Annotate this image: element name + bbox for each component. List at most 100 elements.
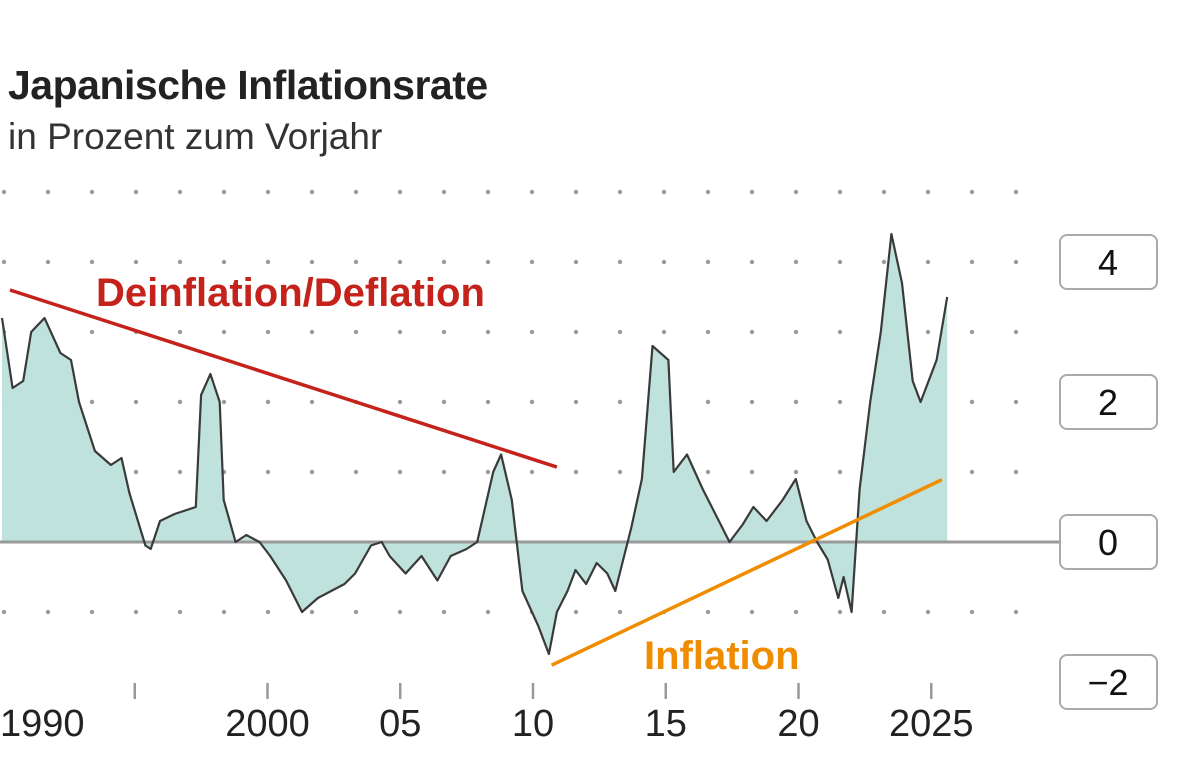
y-tick-label: −2 — [1087, 662, 1128, 703]
grid-dot — [353, 189, 359, 195]
y-tick-label: 0 — [1098, 522, 1118, 563]
grid-dot — [1, 259, 7, 265]
grid-dot — [177, 399, 183, 405]
x-tick-label: 15 — [645, 703, 687, 745]
grid-dot — [705, 609, 711, 615]
grid-dot — [573, 329, 579, 335]
grid-dot — [1013, 469, 1019, 475]
x-tick-label: 20 — [777, 703, 819, 745]
grid-dot — [793, 469, 799, 475]
grid-dot — [177, 469, 183, 475]
grid-dot — [749, 329, 755, 335]
grid-dot — [529, 469, 535, 475]
grid-dot — [485, 259, 491, 265]
grid-dot — [89, 609, 95, 615]
y-tick-box — [1059, 374, 1158, 430]
grid-dot — [221, 259, 227, 265]
grid-dot — [837, 329, 843, 335]
grid-dot — [485, 609, 491, 615]
grid-dot — [705, 189, 711, 195]
grid-dot — [749, 609, 755, 615]
grid-dot — [177, 259, 183, 265]
grid-dot — [1013, 189, 1019, 195]
grid-dot — [353, 469, 359, 475]
grid-dot — [617, 469, 623, 475]
grid-dot — [397, 609, 403, 615]
grid-dot — [353, 329, 359, 335]
grid-dot — [837, 469, 843, 475]
grid-dot — [221, 609, 227, 615]
grid-dot — [1013, 399, 1019, 405]
grid-dot — [221, 189, 227, 195]
grid-dot — [133, 469, 139, 475]
grid-dot — [485, 469, 491, 475]
x-tick-label: 10 — [512, 703, 554, 745]
grid-dot — [793, 189, 799, 195]
grid-dot — [573, 189, 579, 195]
grid-dot — [1, 189, 7, 195]
y-tick-label: 4 — [1098, 242, 1118, 283]
grid-dot — [265, 189, 271, 195]
x-axis: 1990 2000 05 10 15 20 2025 — [0, 683, 974, 745]
grid-dot — [485, 189, 491, 195]
grid-dot — [837, 189, 843, 195]
gridlines — [1, 189, 1019, 615]
grid-dot — [793, 329, 799, 335]
grid-dot — [177, 189, 183, 195]
y-tick-box — [1059, 234, 1158, 290]
grid-dot — [45, 259, 51, 265]
grid-dot — [45, 189, 51, 195]
grid-dot — [617, 399, 623, 405]
grid-dot — [617, 609, 623, 615]
grid-dot — [705, 399, 711, 405]
grid-dot — [529, 329, 535, 335]
grid-dot — [925, 189, 931, 195]
grid-dot — [705, 259, 711, 265]
grid-dot — [441, 609, 447, 615]
grid-dot — [705, 329, 711, 335]
grid-dot — [749, 399, 755, 405]
grid-dot — [1013, 609, 1019, 615]
grid-dot — [573, 259, 579, 265]
grid-dot — [221, 399, 227, 405]
grid-dot — [705, 469, 711, 475]
y-tick-box — [1059, 654, 1158, 710]
y-tick-box — [1059, 514, 1158, 570]
grid-dot — [661, 329, 667, 335]
grid-dot — [397, 189, 403, 195]
x-tick-label: 1990 — [0, 703, 85, 745]
grid-dot — [749, 189, 755, 195]
x-tick-label: 2025 — [889, 703, 974, 745]
grid-dot — [309, 609, 315, 615]
grid-dot — [573, 399, 579, 405]
grid-dot — [309, 329, 315, 335]
grid-dot — [133, 609, 139, 615]
grid-dot — [265, 329, 271, 335]
grid-dot — [837, 399, 843, 405]
grid-dot — [397, 329, 403, 335]
y-axis: 4 2 0 −2 — [1059, 234, 1158, 710]
grid-dot — [221, 329, 227, 335]
grid-dot — [881, 189, 887, 195]
grid-dot — [969, 329, 975, 335]
grid-dot — [529, 259, 535, 265]
grid-dot — [265, 399, 271, 405]
grid-dot — [177, 329, 183, 335]
grid-dot — [661, 189, 667, 195]
grid-dot — [749, 259, 755, 265]
grid-dot — [265, 259, 271, 265]
grid-dot — [265, 469, 271, 475]
grid-dot — [133, 189, 139, 195]
deflation-trend-line — [9, 288, 558, 469]
grid-dot — [1, 609, 7, 615]
grid-dot — [837, 259, 843, 265]
grid-dot — [969, 189, 975, 195]
grid-dot — [529, 189, 535, 195]
annotations: Deinflation/Deflation Inflation — [9, 271, 943, 678]
grid-dot — [265, 609, 271, 615]
grid-dot — [441, 399, 447, 405]
grid-dot — [309, 259, 315, 265]
grid-dot — [45, 609, 51, 615]
grid-dot — [837, 609, 843, 615]
grid-dot — [441, 329, 447, 335]
